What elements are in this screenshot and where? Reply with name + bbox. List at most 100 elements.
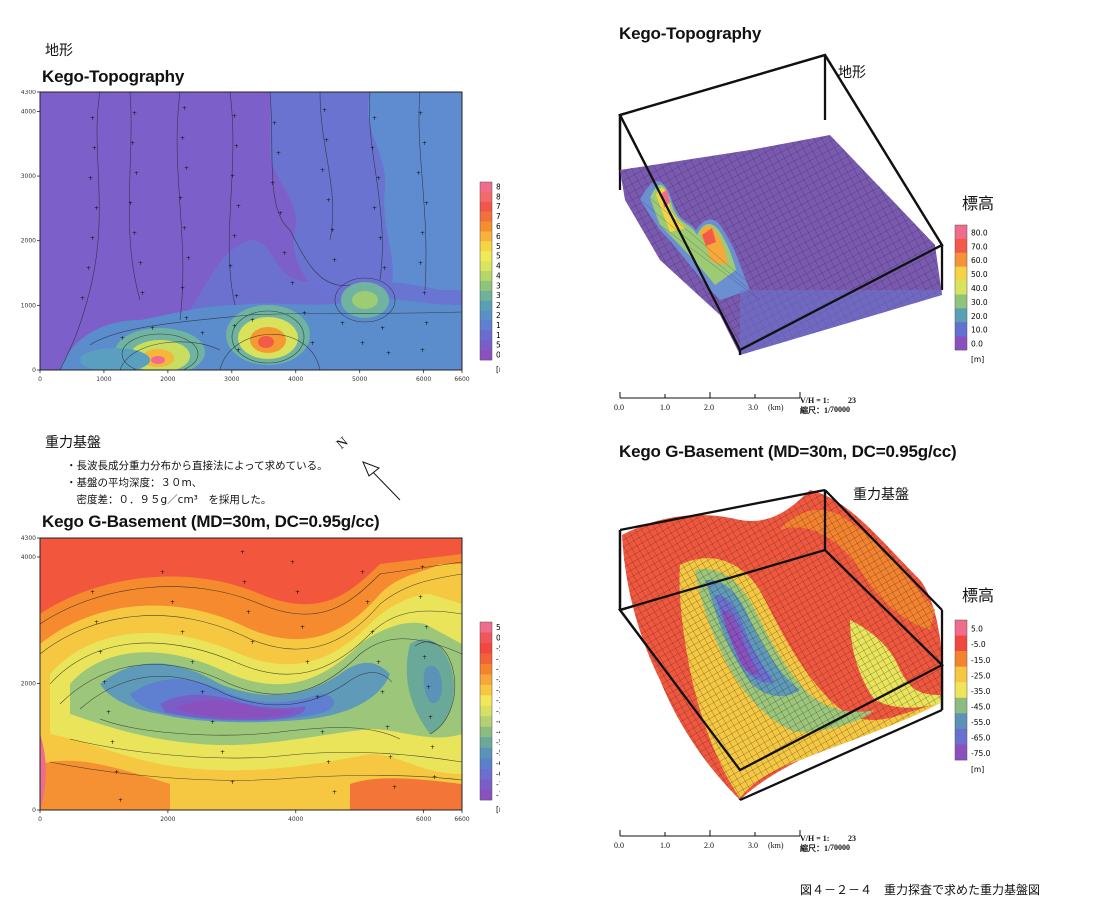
legend-label: -40.0 bbox=[496, 717, 500, 726]
svg-text:+: + bbox=[420, 564, 425, 571]
legend-swatch bbox=[480, 221, 492, 232]
svg-text:+: + bbox=[376, 659, 381, 666]
topo-map-title: Kego-Topography bbox=[42, 67, 185, 86]
svg-text:+: + bbox=[228, 263, 233, 270]
svg-text:+: + bbox=[360, 569, 365, 576]
legend-label: 30.0 bbox=[496, 291, 500, 300]
legend-swatch bbox=[480, 726, 492, 738]
scale-ratio-label: 縮尺：1/ bbox=[800, 406, 831, 415]
legend-unit: [m] bbox=[496, 805, 500, 814]
x-tick-label: 4000 bbox=[288, 816, 303, 823]
scale-tick-0: 0.0 bbox=[614, 403, 624, 412]
scale-tick-3: 3.0 bbox=[748, 403, 758, 412]
svg-text:+: + bbox=[210, 719, 215, 726]
legend-label: 5.0 bbox=[496, 623, 500, 632]
svg-text:+: + bbox=[272, 120, 277, 127]
svg-text:+: + bbox=[332, 789, 337, 796]
svg-text:+: + bbox=[372, 205, 377, 212]
basement-3d-chart: 5.0 -5.0 -15.0 -25.0 -35.0 -45.0 -55.0 -65.0 -75… bbox=[618, 488, 991, 802]
legend-label: 50.0 bbox=[971, 270, 988, 279]
y-tick-label: 4000 bbox=[21, 554, 36, 561]
legend-swatch bbox=[955, 238, 967, 254]
x-tick-label: 6000 bbox=[416, 376, 431, 383]
svg-text:+: + bbox=[432, 774, 437, 781]
legend-label: 0.0 bbox=[971, 340, 983, 349]
y-tick-label: 2000 bbox=[21, 238, 36, 245]
svg-text:+: + bbox=[305, 659, 310, 666]
legend-label: -55.0 bbox=[971, 718, 991, 727]
legend-swatch bbox=[480, 182, 492, 193]
figure-caption: 図４－２－４ 重力探査で求めた重力基盤図 bbox=[800, 883, 1041, 897]
legend-label: 5.0 bbox=[971, 625, 983, 634]
scale2-tick-3: 3.0 bbox=[748, 841, 758, 850]
x-tick-label: 6600 bbox=[454, 376, 469, 383]
legend-label: -35.0 bbox=[971, 687, 991, 696]
legend-label: 30.0 bbox=[971, 298, 988, 307]
legend-label: -75.0 bbox=[971, 749, 991, 758]
legend-label: -45.0 bbox=[971, 702, 991, 711]
svg-text:+: + bbox=[320, 167, 325, 174]
legend-swatch bbox=[955, 728, 967, 745]
svg-text:+: + bbox=[220, 749, 225, 756]
svg-text:+: + bbox=[332, 257, 337, 264]
svg-text:+: + bbox=[295, 589, 300, 596]
svg-text:+: + bbox=[90, 115, 95, 122]
y-tick-label: 2000 bbox=[21, 680, 36, 687]
legend-swatch bbox=[955, 713, 967, 730]
svg-text:+: + bbox=[230, 779, 235, 786]
svg-text:+: + bbox=[246, 609, 251, 616]
legend-label: 20.0 bbox=[496, 311, 500, 320]
svg-text:+: + bbox=[430, 744, 435, 751]
legend-label: -75.0 bbox=[496, 790, 500, 799]
y-tick-label: 4300 bbox=[21, 535, 36, 542]
y-tick-label: 4300 bbox=[21, 90, 36, 96]
svg-text:+: + bbox=[418, 110, 423, 117]
svg-text:+: + bbox=[330, 227, 335, 234]
x-tick-label: 5000 bbox=[352, 376, 367, 383]
legend-swatch bbox=[955, 280, 967, 295]
legend-label: -65.0 bbox=[971, 734, 991, 743]
svg-text:+: + bbox=[372, 115, 377, 122]
topo-jp-title: 地形 bbox=[45, 43, 73, 59]
svg-text:+: + bbox=[190, 659, 195, 666]
basement-note-3: 密度差：０．９５g／cm³ を採用した。 bbox=[66, 494, 272, 506]
svg-text:+: + bbox=[424, 320, 429, 327]
svg-text:+: + bbox=[326, 759, 331, 766]
svg-text:+: + bbox=[92, 145, 97, 152]
svg-text:+: + bbox=[230, 173, 235, 180]
svg-text:+: + bbox=[340, 320, 345, 327]
legend-swatch bbox=[480, 653, 492, 665]
svg-text:+: + bbox=[86, 265, 91, 272]
svg-text:+: + bbox=[134, 170, 139, 177]
legend-label: 55.0 bbox=[496, 242, 500, 251]
svg-text:+: + bbox=[360, 340, 365, 347]
legend-frame bbox=[954, 224, 968, 351]
basement-note-1: ・長波長成分重力分布から直接法によって求めている。 bbox=[66, 460, 328, 472]
legend-label: 45.0 bbox=[496, 262, 500, 271]
svg-text:+: + bbox=[234, 143, 239, 150]
legend-label: -20.0 bbox=[496, 675, 500, 684]
legend-label: 60.0 bbox=[971, 256, 988, 265]
legend-swatch bbox=[480, 632, 492, 644]
x-tick-label: 1000 bbox=[96, 376, 111, 383]
legend-swatch bbox=[955, 697, 967, 714]
scale2-vh-value: 23 bbox=[848, 834, 856, 843]
legend-unit: [m] bbox=[971, 355, 984, 364]
legend-label: 50.0 bbox=[496, 252, 500, 261]
legend-swatch bbox=[955, 252, 967, 267]
legend-swatch bbox=[480, 747, 492, 759]
topo-3d-title: Kego-Topography bbox=[619, 24, 762, 43]
legend-frame bbox=[954, 619, 968, 761]
svg-text:+: + bbox=[234, 293, 239, 300]
scale-tick-1: 1.0 bbox=[660, 403, 670, 412]
y-tick-label: 0 bbox=[32, 807, 36, 814]
legend-swatch bbox=[480, 251, 492, 262]
svg-text:+: + bbox=[232, 233, 237, 240]
x-tick-label: 2000 bbox=[160, 376, 175, 383]
svg-text:+: + bbox=[386, 350, 391, 357]
x-tick-label: 3000 bbox=[224, 376, 239, 383]
legend-swatch bbox=[480, 330, 492, 341]
x-tick-label: 0 bbox=[38, 816, 42, 823]
legend-label: -5.0 bbox=[496, 644, 500, 653]
svg-text:+: + bbox=[276, 150, 281, 157]
